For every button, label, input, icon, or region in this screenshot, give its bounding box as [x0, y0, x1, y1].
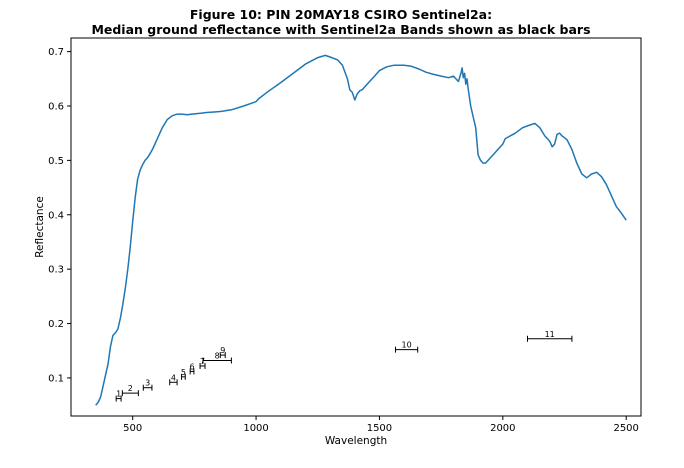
reflectance-line [95, 54, 627, 406]
y-axis-label: Reflectance [34, 196, 46, 258]
x-tick-label: 2500 [613, 423, 638, 434]
y-tick-label: 0.5 [48, 156, 64, 167]
band-label: 2 [128, 384, 133, 393]
chart-title-line1: Figure 10: PIN 20MAY18 CSIRO Sentinel2a: [190, 7, 492, 22]
band-label: 9 [220, 346, 225, 355]
y-tick-label: 0.3 [48, 265, 64, 276]
x-tick-label: 500 [123, 423, 142, 434]
chart-title-line2: Median ground reflectance with Sentinel2… [91, 22, 590, 37]
band-label: 5 [181, 368, 186, 377]
band-bar-10: 10 [394, 341, 419, 353]
band-bar-8: 8 [202, 352, 232, 364]
plot-frame [70, 37, 642, 417]
band-bar-9: 9 [219, 346, 226, 359]
band-label: 10 [401, 341, 411, 350]
band-label: 3 [145, 379, 150, 388]
x-tick-label: 1500 [367, 423, 392, 434]
x-tick-label: 2000 [490, 423, 515, 434]
plot-area: 500 1000 1500 2000 2500 0.10.20.30.40.50.60.… [48, 37, 642, 434]
band-label: 8 [215, 352, 220, 361]
series-layer [95, 54, 627, 406]
bands-layer: 1234567891011 [115, 330, 573, 402]
band-bar-5: 5 [181, 368, 186, 380]
band-label: 4 [171, 373, 176, 382]
band-bar-1: 1 [115, 390, 122, 402]
band-bar-6: 6 [189, 362, 195, 375]
y-tick-label: 0.2 [48, 319, 64, 330]
band-label: 6 [189, 362, 194, 371]
y-tick-label: 0.6 [48, 101, 64, 112]
x-axis-label: Wavelength [325, 435, 387, 447]
band-bar-3: 3 [142, 379, 153, 391]
y-tick-label: 0.7 [48, 47, 64, 58]
y-tick-label: 0.1 [48, 373, 64, 384]
x-axis: 500 1000 1500 2000 2500 [123, 416, 639, 434]
band-bar-2: 2 [121, 384, 139, 397]
y-axis: 0.1 0.2 0.3 0.4 0.5 0.6 0.7 [48, 47, 71, 384]
y-tick-label: 0.4 [48, 210, 64, 221]
band-label: 11 [545, 330, 555, 339]
band-bar-11: 11 [526, 330, 573, 342]
x-tick-label: 1000 [243, 423, 268, 434]
band-label: 1 [116, 390, 121, 399]
band-bar-4: 4 [169, 373, 178, 386]
